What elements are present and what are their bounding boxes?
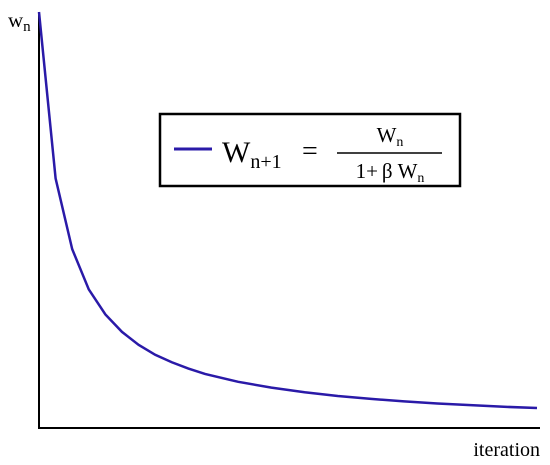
legend-lhs-subscript: n+1 bbox=[250, 151, 281, 173]
legend-denominator-prefix: 1+ bbox=[356, 159, 378, 183]
legend-lhs-main: W bbox=[222, 136, 251, 169]
y-axis-label: wn bbox=[8, 8, 31, 35]
x-axis-label: iteration bbox=[473, 439, 540, 461]
legend-denominator: 1+ β Wn bbox=[356, 159, 425, 186]
legend-denominator-beta: β bbox=[382, 159, 393, 183]
legend-numerator-main: W bbox=[377, 123, 397, 147]
y-axis-label-subscript: n bbox=[23, 19, 31, 35]
legend-equals: = bbox=[302, 136, 318, 167]
legend-denominator-main: W bbox=[398, 159, 418, 183]
legend: Wn+1 = Wn 1+ β Wn bbox=[158, 112, 462, 188]
y-axis-label-main: w bbox=[8, 8, 24, 32]
series-line bbox=[37, 11, 538, 410]
legend-numerator: Wn bbox=[377, 123, 404, 150]
legend-numerator-subscript: n bbox=[396, 135, 403, 150]
legend-denominator-subscript: n bbox=[417, 171, 424, 186]
legend-lhs: Wn+1 bbox=[222, 136, 282, 173]
